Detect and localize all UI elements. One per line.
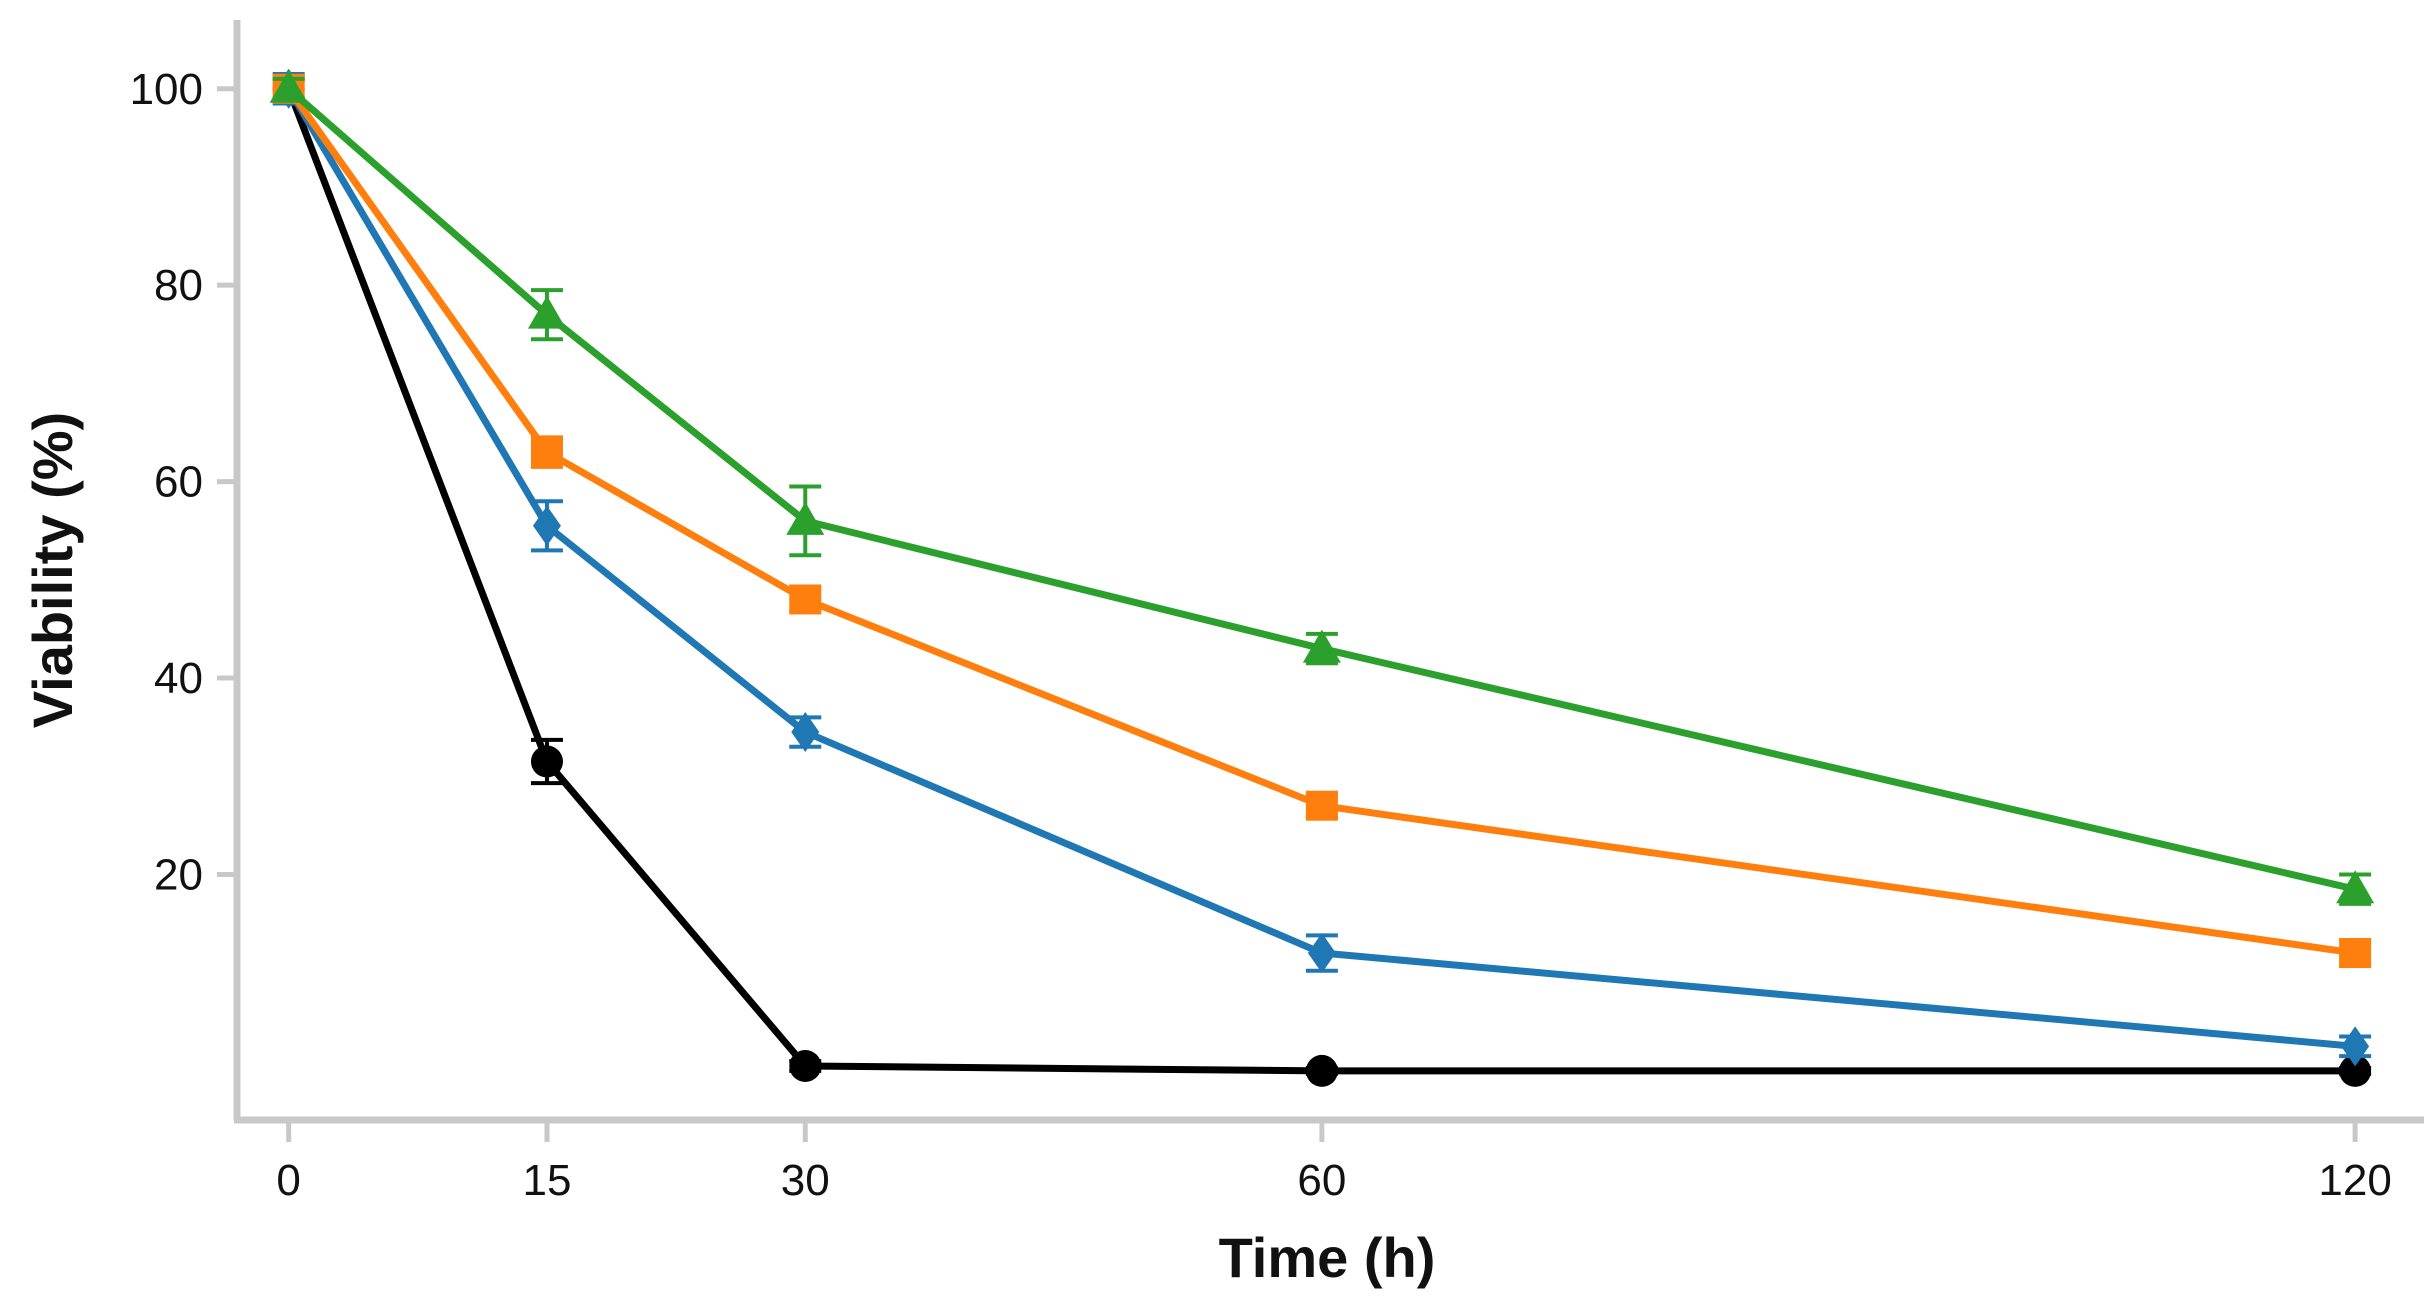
series-blue-line [285,86,2356,1050]
y-tick-label: 80 [154,261,203,310]
data-point-green [786,501,825,535]
series-blue [272,68,2372,1067]
x-ticks: 0 15 30 60 120 [276,1120,2392,1205]
data-point-orange [2339,938,2372,969]
x-tick-label: 60 [1297,1156,1346,1205]
y-tick-label: 40 [154,654,203,703]
series-green-line [286,86,2356,893]
data-point-black [530,745,563,778]
data-point-green [527,295,566,329]
y-axis-title: Viability (%) [21,412,84,728]
data-point-blue [791,712,820,753]
data-point-orange [1305,790,1338,821]
y-tick-label: 20 [154,850,203,899]
x-axis-title: Time (h) [1219,1226,1436,1289]
data-point-green [2336,870,2375,904]
x-tick-label: 0 [276,1156,300,1205]
axes [233,20,2424,1124]
x-tick-label: 120 [2318,1156,2391,1205]
series-green [269,69,2375,906]
series-black-line [285,87,2356,1075]
data-point-black [789,1049,822,1082]
data-point-blue [2341,1026,2370,1067]
series-layer [269,68,2375,1087]
data-point-green [269,69,308,103]
data-point-orange [530,437,563,468]
data-point-orange [789,584,822,615]
data-point-black [1305,1054,1338,1087]
y-ticks: 20 40 60 80 100 [130,65,237,899]
y-tick-label: 60 [154,458,203,507]
data-point-green [1302,629,1341,663]
data-point-blue [532,505,561,546]
series-orange [272,73,2372,969]
x-tick-label: 15 [522,1156,571,1205]
y-tick-label: 100 [130,65,203,114]
data-point-blue [1307,933,1336,974]
data-point-black [2339,1054,2372,1087]
x-tick-label: 30 [781,1156,830,1205]
